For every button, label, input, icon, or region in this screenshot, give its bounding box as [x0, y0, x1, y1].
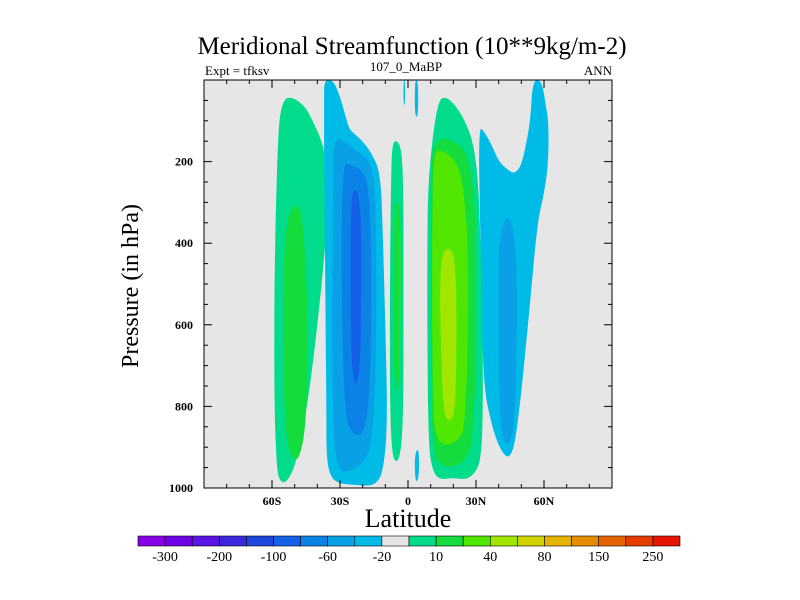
colorbar-swatch — [489, 535, 518, 547]
contour-eq-narrow-green-inner — [393, 202, 401, 391]
plot-background — [204, 80, 612, 488]
y-tick-label: 400 — [175, 236, 193, 250]
colorbar-swatch — [625, 535, 654, 547]
colorbar-swatch — [354, 535, 383, 547]
colorbar-label: -60 — [318, 550, 337, 565]
colorbar-swatch — [381, 535, 410, 547]
colorbar-swatch — [273, 535, 301, 547]
colorbar-swatch — [219, 535, 247, 547]
colorbar-swatch — [300, 535, 329, 547]
x-tick-label: 0 — [405, 494, 411, 508]
season-label: ANN — [584, 63, 613, 78]
colorbar-label: 10 — [429, 550, 443, 565]
contour-nh-hadley-core — [440, 248, 457, 420]
y-tick-label: 800 — [175, 399, 193, 413]
colorbar-label: -200 — [206, 550, 232, 565]
x-axis-label: Latitude — [365, 504, 452, 533]
contour-eq-cyan-a — [403, 80, 406, 105]
x-tick-label: 60N — [534, 494, 555, 508]
contour-sh-hadley-core — [350, 190, 362, 384]
x-tick-label: 60S — [263, 494, 282, 508]
colorbar-label: -20 — [373, 550, 392, 565]
x-tick-label: 30N — [466, 494, 487, 508]
contour-eq-cyan-c — [414, 449, 420, 482]
colorbar-label: 150 — [588, 550, 609, 565]
colorbar-swatch — [408, 535, 437, 547]
contour-sh-ferrel-mid — [283, 205, 308, 460]
y-tick-label: 600 — [175, 318, 193, 332]
colorbar-swatch — [191, 535, 220, 547]
colorbar-swatch — [137, 535, 166, 547]
colorbar-swatch — [598, 535, 627, 547]
case-label: 107_0_MaBP — [370, 59, 442, 74]
colorbar-swatch — [246, 535, 274, 547]
experiment-label: Expt = tfksv — [205, 63, 270, 78]
colorbar-swatch — [517, 535, 545, 547]
plot-area: 60S 30S 0 30N 60N 200 400 600 800 1000 — [169, 79, 613, 508]
colorbar: -300 -200 -100 -60 -20 10 40 80 150 250 — [137, 535, 681, 565]
colorbar-swatch — [435, 535, 464, 547]
colorbar-swatch — [544, 535, 572, 547]
y-tick-label: 200 — [175, 155, 193, 169]
colorbar-label: 40 — [483, 550, 497, 565]
colorbar-label: 80 — [538, 550, 552, 565]
contour-nh-ferrel-inner — [498, 217, 517, 444]
colorbar-swatch — [462, 535, 491, 547]
colorbar-swatch — [327, 535, 356, 547]
colorbar-swatch — [164, 535, 193, 547]
chart-title: Meridional Streamfunction (10**9kg/m-2) — [197, 33, 626, 60]
x-tick-label: 30S — [331, 494, 350, 508]
colorbar-label: -100 — [261, 550, 287, 565]
colorbar-label: -300 — [152, 550, 178, 565]
contour-fills — [274, 80, 549, 486]
y-axis-label: Pressure (in hPa) — [118, 204, 144, 368]
y-tick-label: 1000 — [169, 481, 193, 495]
axis-ticks: 60S 30S 0 30N 60N 200 400 600 800 1000 — [169, 80, 612, 508]
contour-eq-cyan-b — [414, 80, 419, 117]
colorbar-label: 250 — [642, 550, 663, 565]
colorbar-swatch — [571, 535, 599, 547]
colorbar-swatch — [652, 535, 681, 547]
